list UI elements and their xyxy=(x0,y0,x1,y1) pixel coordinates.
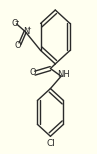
Text: O: O xyxy=(29,68,36,77)
Text: +: + xyxy=(26,26,31,31)
Text: −: − xyxy=(15,18,19,23)
Text: O: O xyxy=(11,19,18,28)
Text: Cl: Cl xyxy=(46,139,55,148)
Text: O: O xyxy=(15,41,21,50)
Text: NH: NH xyxy=(57,71,70,79)
Text: N: N xyxy=(23,27,29,36)
